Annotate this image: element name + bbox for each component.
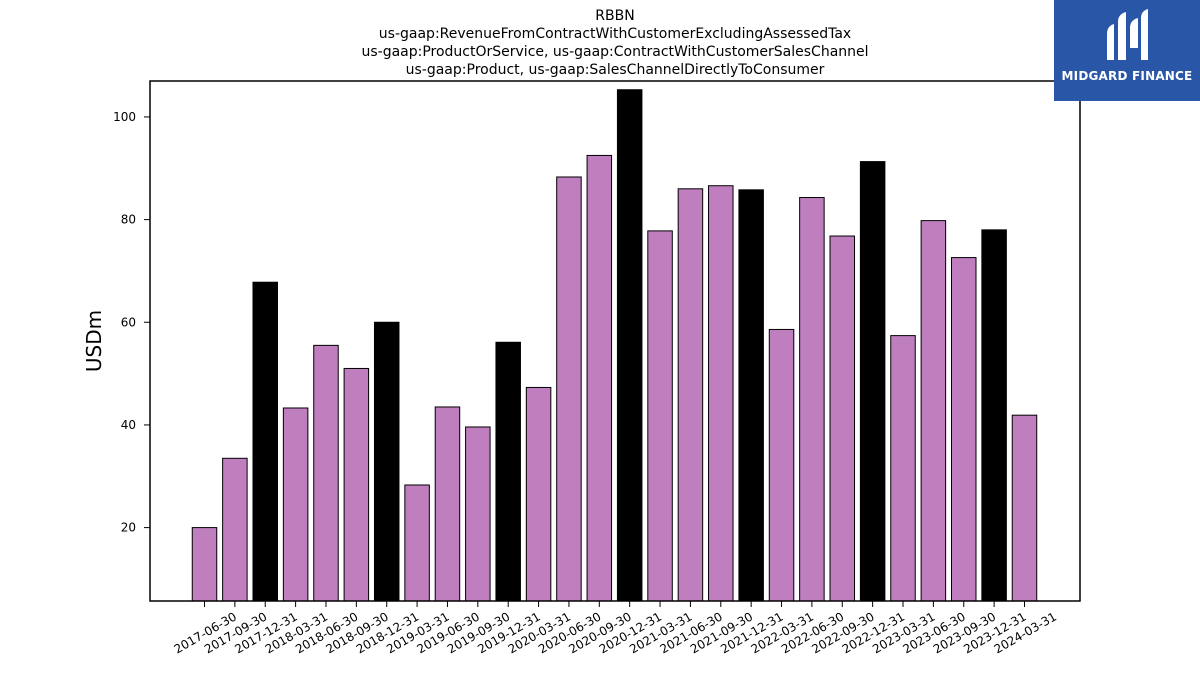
chart-title-line: RBBN bbox=[595, 8, 634, 24]
bar-2020-12-31 bbox=[616, 89, 643, 602]
y-tick-label: 80 bbox=[121, 213, 136, 227]
chart-title-line: us-gaap:ProductOrService, us-gaap:Contra… bbox=[361, 44, 868, 60]
y-tick-label: 40 bbox=[121, 418, 136, 432]
y-tick-label: 60 bbox=[121, 315, 136, 329]
bar-2020-09-30 bbox=[586, 154, 613, 602]
bar-2020-03-31 bbox=[525, 386, 552, 602]
chart-title-line: us-gaap:Product, us-gaap:SalesChannelDir… bbox=[406, 62, 825, 78]
bar-2019-06-30 bbox=[434, 406, 461, 602]
bar-2024-03-31 bbox=[1011, 414, 1038, 602]
bar-2018-09-30 bbox=[343, 367, 370, 602]
bar-2022-06-30 bbox=[799, 197, 825, 602]
bar-2019-03-31 bbox=[404, 484, 430, 602]
bar-2023-03-31 bbox=[890, 335, 916, 602]
bar-2018-03-31 bbox=[282, 407, 309, 602]
brand-logo: MIDGARD FINANCE bbox=[1054, 0, 1200, 101]
chart-title-line: us-gaap:RevenueFromContractWithCustomerE… bbox=[379, 26, 851, 42]
midgard-logo-icon bbox=[1107, 9, 1148, 60]
logo-text: MIDGARD FINANCE bbox=[1061, 69, 1193, 83]
bar-2020-06-30 bbox=[556, 176, 582, 602]
bar-2018-12-31 bbox=[373, 321, 400, 602]
x-axis: 2017-06-302017-09-302017-12-312018-03-31… bbox=[172, 601, 1059, 656]
bar-2021-03-31 bbox=[647, 230, 673, 602]
bar-2022-03-31 bbox=[768, 328, 795, 602]
bars bbox=[191, 89, 1038, 602]
y-tick-label: 20 bbox=[121, 521, 136, 535]
bar-2022-12-31 bbox=[859, 161, 886, 602]
bar-2019-09-30 bbox=[465, 426, 491, 602]
bar-2023-09-30 bbox=[951, 257, 977, 602]
bar-2021-12-31 bbox=[738, 189, 764, 602]
bar-2021-09-30 bbox=[708, 185, 734, 602]
bar-2021-06-30 bbox=[677, 188, 704, 602]
chart-title: RBBN us-gaap:RevenueFromContractWithCusto… bbox=[361, 8, 868, 78]
bar-2018-06-30 bbox=[313, 344, 339, 602]
bar-2017-12-31 bbox=[252, 281, 278, 602]
bar-2019-12-31 bbox=[495, 341, 521, 602]
y-axis-label: USDm bbox=[82, 310, 106, 372]
bar-2023-06-30 bbox=[920, 220, 947, 602]
y-tick-label: 100 bbox=[113, 110, 136, 124]
bar-2017-09-30 bbox=[222, 457, 248, 602]
plot-frame bbox=[149, 80, 1081, 602]
y-axis: 20 40 60 80 100 bbox=[113, 110, 150, 535]
bar-2023-12-31 bbox=[981, 229, 1007, 602]
bar-2022-09-30 bbox=[829, 235, 856, 602]
bar-2017-06-30 bbox=[191, 527, 218, 602]
